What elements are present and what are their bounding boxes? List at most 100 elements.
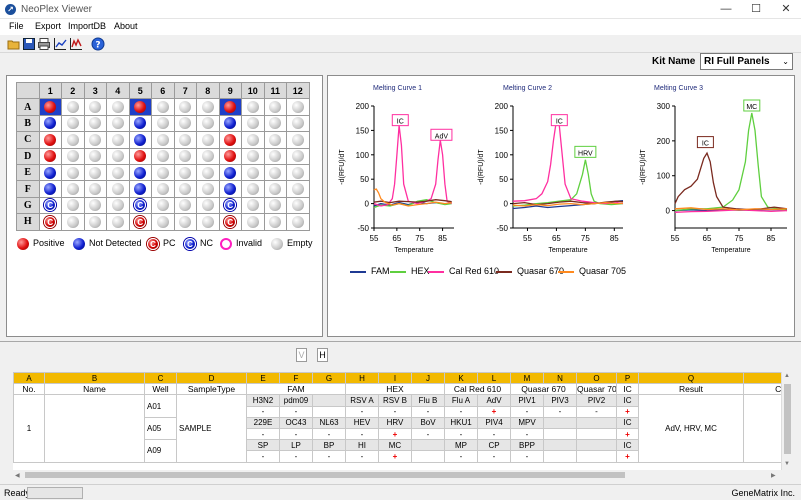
- plate-well[interactable]: [83, 196, 107, 215]
- menu-about[interactable]: About: [114, 21, 138, 31]
- plate-well[interactable]: [128, 98, 152, 116]
- plate-well[interactable]: [218, 114, 242, 133]
- plate-well[interactable]: [61, 196, 85, 215]
- plate-well[interactable]: [196, 114, 220, 133]
- plate-well[interactable]: [218, 163, 242, 182]
- plate-well[interactable]: [241, 131, 265, 149]
- plate-well[interactable]: [173, 163, 197, 182]
- plate-well[interactable]: [61, 98, 85, 116]
- plate-column-header[interactable]: 12: [286, 81, 310, 100]
- maximize-button[interactable]: ☐: [751, 3, 761, 15]
- plate-well[interactable]: [286, 114, 310, 133]
- plate-well[interactable]: [106, 163, 130, 182]
- plate-well[interactable]: [106, 147, 130, 165]
- plate-well[interactable]: [241, 98, 265, 116]
- plate-well[interactable]: [241, 163, 265, 182]
- plate-row-header[interactable]: G: [16, 196, 40, 215]
- plate-well[interactable]: [196, 213, 220, 231]
- plate-well[interactable]: [106, 213, 130, 231]
- plate-well[interactable]: [106, 131, 130, 149]
- plate-well[interactable]: C: [218, 196, 242, 215]
- plate-well[interactable]: [106, 98, 130, 116]
- plate-well[interactable]: [286, 213, 310, 231]
- plate-well[interactable]: [106, 196, 130, 215]
- plate-well[interactable]: [61, 163, 85, 182]
- plate-well[interactable]: [196, 98, 220, 116]
- horizontal-scrollbar[interactable]: ◀ ▶: [13, 470, 781, 480]
- minimize-button[interactable]: —: [720, 3, 732, 15]
- plate-well[interactable]: [263, 213, 287, 231]
- plate-well[interactable]: [151, 213, 175, 231]
- plate-row-header[interactable]: A: [16, 98, 40, 116]
- plate-column-header[interactable]: 9: [218, 81, 242, 100]
- plate-well[interactable]: [286, 147, 310, 165]
- plate-well[interactable]: [83, 180, 107, 198]
- plate-well[interactable]: C: [38, 196, 62, 215]
- menu-importdb[interactable]: ImportDB: [68, 21, 107, 31]
- plate-well[interactable]: [241, 180, 265, 198]
- plate-row-header[interactable]: B: [16, 114, 40, 133]
- plate-column-header[interactable]: 1: [38, 81, 62, 100]
- kit-name-select[interactable]: RI Full Panels ⌄: [700, 53, 793, 70]
- plate-well[interactable]: [83, 114, 107, 133]
- plate-well[interactable]: C: [128, 196, 152, 215]
- plate-well[interactable]: [61, 114, 85, 133]
- plate-well[interactable]: [173, 98, 197, 116]
- plate-well[interactable]: [151, 131, 175, 149]
- plate-well[interactable]: [61, 147, 85, 165]
- vertical-view-button[interactable]: V: [296, 348, 307, 362]
- plate-well[interactable]: [128, 131, 152, 149]
- plate-column-header[interactable]: 11: [263, 81, 287, 100]
- plate-well[interactable]: [218, 131, 242, 149]
- plate-well[interactable]: [286, 163, 310, 182]
- plate-well[interactable]: [196, 147, 220, 165]
- plate-well[interactable]: [218, 147, 242, 165]
- plate-well[interactable]: [106, 114, 130, 133]
- plate-well[interactable]: [128, 163, 152, 182]
- plate-well[interactable]: [173, 180, 197, 198]
- scroll-thumb[interactable]: [25, 472, 625, 478]
- plate-well[interactable]: [38, 131, 62, 149]
- plate-column-header[interactable]: 6: [151, 81, 175, 100]
- plate-column-header[interactable]: 3: [83, 81, 107, 100]
- open-folder-icon[interactable]: [7, 37, 21, 51]
- plate-column-header[interactable]: 8: [196, 81, 220, 100]
- help-icon[interactable]: ?: [91, 37, 105, 51]
- plate-well[interactable]: [196, 131, 220, 149]
- plate-well[interactable]: [128, 114, 152, 133]
- plate-well[interactable]: [38, 98, 62, 116]
- horizontal-view-button[interactable]: H: [317, 348, 328, 362]
- plate-well[interactable]: [263, 114, 287, 133]
- plate-well[interactable]: [196, 196, 220, 215]
- plate-well[interactable]: [173, 114, 197, 133]
- plate-well[interactable]: [61, 131, 85, 149]
- plate-well[interactable]: [263, 131, 287, 149]
- plate-well[interactable]: [241, 114, 265, 133]
- plate-well[interactable]: [151, 114, 175, 133]
- scroll-left-icon[interactable]: ◀: [15, 473, 20, 479]
- plate-well[interactable]: [241, 196, 265, 215]
- plate-row-header[interactable]: F: [16, 180, 40, 198]
- plate-well[interactable]: [263, 196, 287, 215]
- plate-well[interactable]: [173, 196, 197, 215]
- plate-well[interactable]: [196, 180, 220, 198]
- plate-well[interactable]: [38, 147, 62, 165]
- plate-well[interactable]: [286, 180, 310, 198]
- menu-export[interactable]: Export: [35, 21, 62, 31]
- plate-well[interactable]: [38, 180, 62, 198]
- table-row[interactable]: - - - - + - - - +: [14, 450, 782, 463]
- plate-column-header[interactable]: 5: [128, 81, 152, 100]
- plate-row-header[interactable]: E: [16, 163, 40, 182]
- table-row[interactable]: - - - - - - + - - - +: [14, 405, 782, 418]
- plate-well[interactable]: [128, 180, 152, 198]
- plate-column-header[interactable]: 2: [61, 81, 85, 100]
- plate-row-header[interactable]: D: [16, 147, 40, 165]
- plate-well[interactable]: [151, 163, 175, 182]
- plate-well[interactable]: [286, 98, 310, 116]
- plate-well[interactable]: [38, 114, 62, 133]
- plate-well[interactable]: [241, 147, 265, 165]
- plate-column-header[interactable]: 4: [106, 81, 130, 100]
- plate-well[interactable]: [286, 196, 310, 215]
- bar-chart-icon[interactable]: [69, 37, 83, 51]
- plate-row-header[interactable]: H: [16, 213, 40, 231]
